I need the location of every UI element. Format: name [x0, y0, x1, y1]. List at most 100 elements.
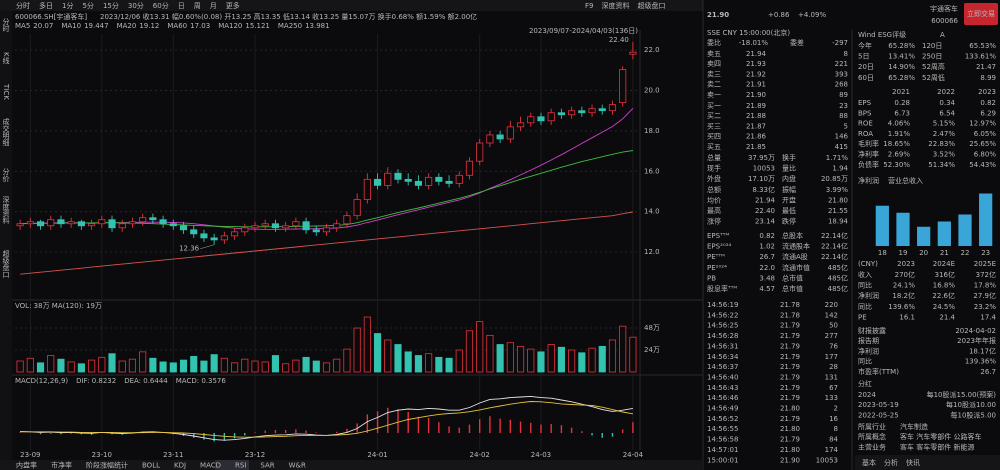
valuation-row: 流通市值: [782, 263, 810, 272]
side-tool[interactable]: 深度资料: [2, 195, 10, 225]
volume-bar: [67, 361, 75, 373]
indicator-tab[interactable]: 内盘率: [16, 461, 37, 470]
tick-row: 21.79: [780, 363, 800, 371]
legend-entry: DIF: 0.8232: [76, 377, 116, 385]
perf-row: 250日: [922, 53, 942, 61]
fin-row: 51.34%: [928, 161, 955, 169]
stat-row: 10053: [753, 165, 775, 173]
valuation-row: 总市值: [782, 273, 803, 282]
candle-body: [363, 178, 371, 200]
period-tab[interactable]: 月: [210, 2, 217, 10]
tool-link[interactable]: 超级盘口: [637, 1, 665, 10]
legend-name: MA10: [61, 22, 81, 30]
stat-row: 18.94: [828, 218, 849, 226]
stat-row: 8.33亿: [752, 185, 775, 194]
candle-body: [190, 229, 198, 235]
side-tool[interactable]: 成交明细: [2, 117, 10, 147]
forecast-header: 2025E: [974, 260, 996, 268]
forecast-row: 收入: [858, 270, 872, 279]
tick-row: 21.79: [780, 415, 800, 423]
indicator-tab[interactable]: MACD: [200, 462, 221, 470]
y-tick-label: 16.0: [644, 167, 660, 175]
ask-row: 21.94: [746, 50, 767, 58]
period-tab[interactable]: 更多: [226, 1, 240, 10]
indicator-tab[interactable]: KDJ: [174, 462, 186, 470]
fin-header: 2021: [892, 88, 910, 96]
period-tab[interactable]: 5分: [82, 1, 93, 10]
fin-row: 净利率: [858, 150, 879, 159]
legend-value: 19.12: [139, 22, 159, 30]
stat-row: 跌停: [782, 217, 796, 226]
volume-bar: [77, 363, 85, 373]
indicator-tab[interactable]: 阶段涨幅统计: [86, 461, 128, 470]
candle-body: [26, 221, 34, 225]
volume-bar: [36, 362, 45, 373]
candle-body: [77, 221, 85, 227]
side-tool[interactable]: 超级盘口: [2, 249, 10, 278]
trade-button-label[interactable]: 立即交易: [967, 9, 995, 18]
stat-row: 17.10万: [748, 175, 775, 183]
period-tab[interactable]: 多日: [39, 1, 53, 10]
legend-value: 19.447: [84, 22, 109, 30]
dividend-row: 2024: [858, 391, 876, 399]
stat-row: 3.99%: [826, 186, 849, 194]
tick-row: 14:56:37: [707, 363, 738, 371]
side-tool[interactable]: K线: [2, 52, 10, 64]
period-tab[interactable]: 30分: [128, 1, 144, 10]
side-tool[interactable]: 分价: [2, 167, 10, 182]
volume-bar: [578, 352, 586, 373]
esg-rating: A: [940, 31, 945, 39]
tick-row: 14:57:01: [707, 446, 738, 454]
profile-tab[interactable]: 基本: [862, 458, 876, 467]
period-tab[interactable]: 日: [178, 2, 185, 10]
fin-row: BPS: [858, 109, 872, 117]
report-row: 2023年年报: [957, 336, 996, 345]
indicator-tab[interactable]: W&R: [289, 462, 306, 470]
forecast-row: 22.6亿: [932, 291, 955, 300]
profile-tab[interactable]: 分析: [884, 458, 898, 467]
order-ratio: 委比: [707, 38, 721, 47]
valuation-row: 总股本: [782, 231, 803, 240]
period-tab[interactable]: 周: [194, 2, 201, 10]
volume-bar: [516, 345, 525, 373]
candle-body: [312, 229, 320, 233]
forecast-row: 27.9亿: [973, 291, 996, 300]
tick-row: 15:00:01: [707, 456, 738, 464]
stat-row: 均价: [707, 195, 721, 204]
period-tab[interactable]: 分时: [16, 1, 30, 10]
forecast-row: PE: [858, 313, 867, 321]
period-tab[interactable]: 1分: [62, 1, 73, 10]
side-tool[interactable]: TICK: [2, 83, 10, 100]
candle-body: [108, 219, 116, 229]
valuation-row: 流通股本: [782, 242, 810, 251]
bid-row: 21.87: [746, 122, 766, 130]
legend-name: MA60: [167, 22, 187, 30]
indicator-tab[interactable]: SAR: [260, 462, 274, 470]
volume-bar: [16, 360, 24, 373]
indicator-tab[interactable]: BOLL: [142, 462, 160, 470]
indicator-tab[interactable]: 市净率: [51, 461, 72, 470]
tool-link[interactable]: F9: [585, 2, 593, 10]
active-tab: [215, 460, 249, 470]
forecast-row: 139.6%: [888, 303, 915, 311]
volume-bar: [118, 360, 126, 373]
period-tab[interactable]: 60分: [153, 1, 169, 10]
profile-tab[interactable]: 快讯: [906, 458, 920, 467]
indicator-tab[interactable]: RSI: [235, 462, 246, 470]
volume-bar: [445, 357, 453, 373]
volume-bar: [547, 344, 555, 373]
valuation-row: 22.14亿: [821, 231, 848, 240]
period-tab[interactable]: 15分: [103, 1, 119, 10]
candle-body: [619, 69, 627, 104]
volume-bar: [608, 339, 617, 373]
forecast-row: 24.1%: [893, 282, 916, 290]
legend-entry: MACD: 0.3576: [176, 377, 227, 385]
trade-button[interactable]: [964, 3, 998, 25]
side-tool[interactable]: 分时: [2, 17, 10, 32]
volume-bar: [159, 361, 167, 373]
fin-row: ROE: [858, 120, 873, 128]
stock-title: 宇通客车: [930, 4, 958, 13]
fin-row: 2.47%: [933, 130, 956, 138]
tool-link[interactable]: 深度资料: [601, 1, 629, 10]
volume-bar: [414, 355, 422, 373]
